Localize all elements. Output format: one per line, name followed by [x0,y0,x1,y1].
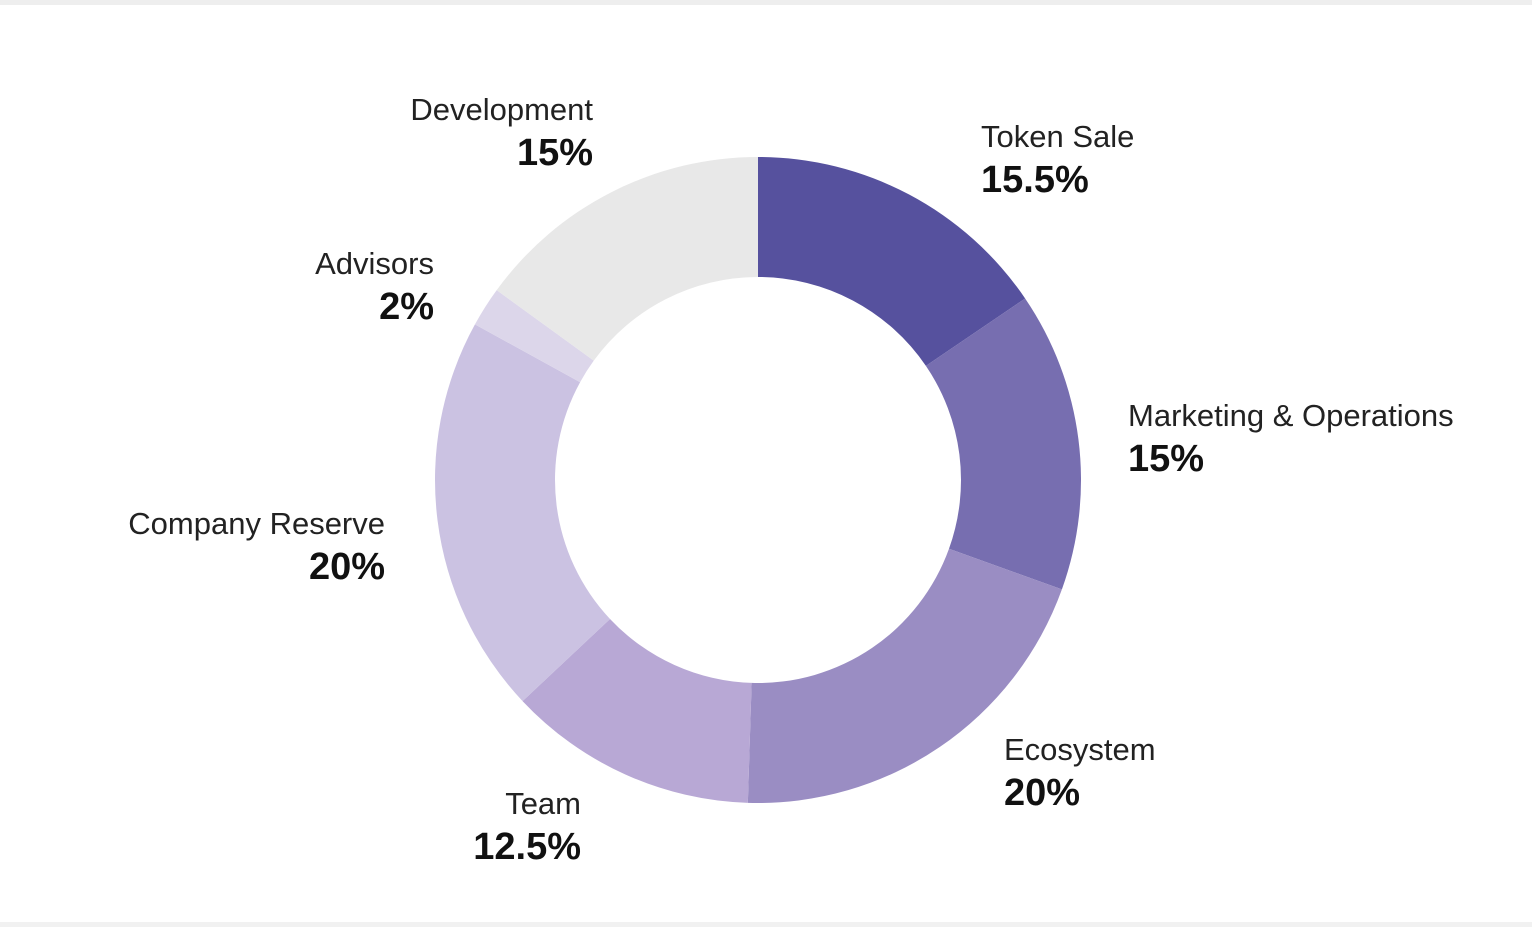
slice-token-sale [758,157,1026,366]
donut-slices [435,157,1081,803]
slice-label-development: Development [410,92,593,127]
slice-value-development: 15% [517,132,593,174]
slice-label-team: Team [505,786,581,821]
slice-advisors [474,290,594,383]
slice-development [496,157,758,361]
slice-value-ecosystem: 20% [1004,772,1080,814]
slice-value-marketing-operations: 15% [1128,438,1204,480]
donut-labels: Token Sale 15.5% Marketing & Operations 15%… [128,92,1453,868]
slice-label-advisors: Advisors [315,246,434,281]
slice-value-advisors: 2% [379,286,434,328]
bottom-border [0,922,1532,927]
slice-value-company-reserve: 20% [309,546,385,588]
slice-label-company-reserve: Company Reserve [128,506,385,541]
slice-marketing-operations [925,298,1081,590]
slice-company-reserve [435,324,611,702]
top-border [0,0,1532,5]
slice-label-token-sale: Token Sale [981,119,1134,154]
slice-ecosystem [747,548,1062,803]
slice-label-ecosystem: Ecosystem [1004,732,1156,767]
slice-value-token-sale: 15.5% [981,159,1089,201]
slice-label-marketing-operations: Marketing & Operations [1128,398,1454,433]
slice-value-team: 12.5% [473,826,581,868]
slice-team [522,618,752,803]
